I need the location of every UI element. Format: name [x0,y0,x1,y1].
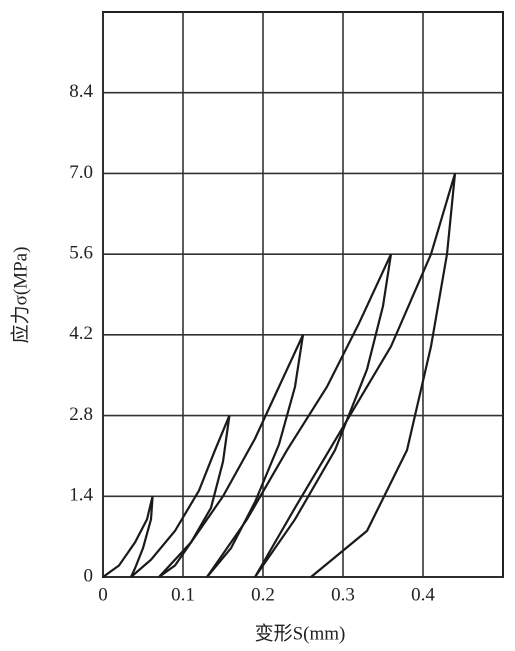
curve [130,415,231,578]
x-tick-label: 0 [98,584,108,605]
y-tick-label: 1.4 [69,485,93,506]
y-tick-label: 7.0 [69,162,93,183]
curve [102,496,154,578]
x-tick-label: 0.2 [251,584,275,605]
curve [130,496,154,578]
y-tick-label: 2.8 [69,404,93,425]
curve [158,415,231,578]
y-axis-label: 应力σ(MPa) [9,247,31,344]
curve [158,334,304,578]
curve [254,173,457,578]
x-tick-label: 0.4 [411,584,435,605]
y-tick-label: 4.2 [69,323,93,344]
x-tick-label: 0.3 [331,584,355,605]
y-tick-label: 5.6 [69,243,93,264]
y-tick-label: 8.4 [69,81,93,102]
y-tick-label: 0 [84,565,94,586]
x-axis-label: 变形S(mm) [255,622,346,644]
curve [206,334,305,578]
curve [254,253,393,578]
curve [206,253,392,578]
x-tick-label: 0.1 [171,584,195,605]
curve [310,173,457,578]
